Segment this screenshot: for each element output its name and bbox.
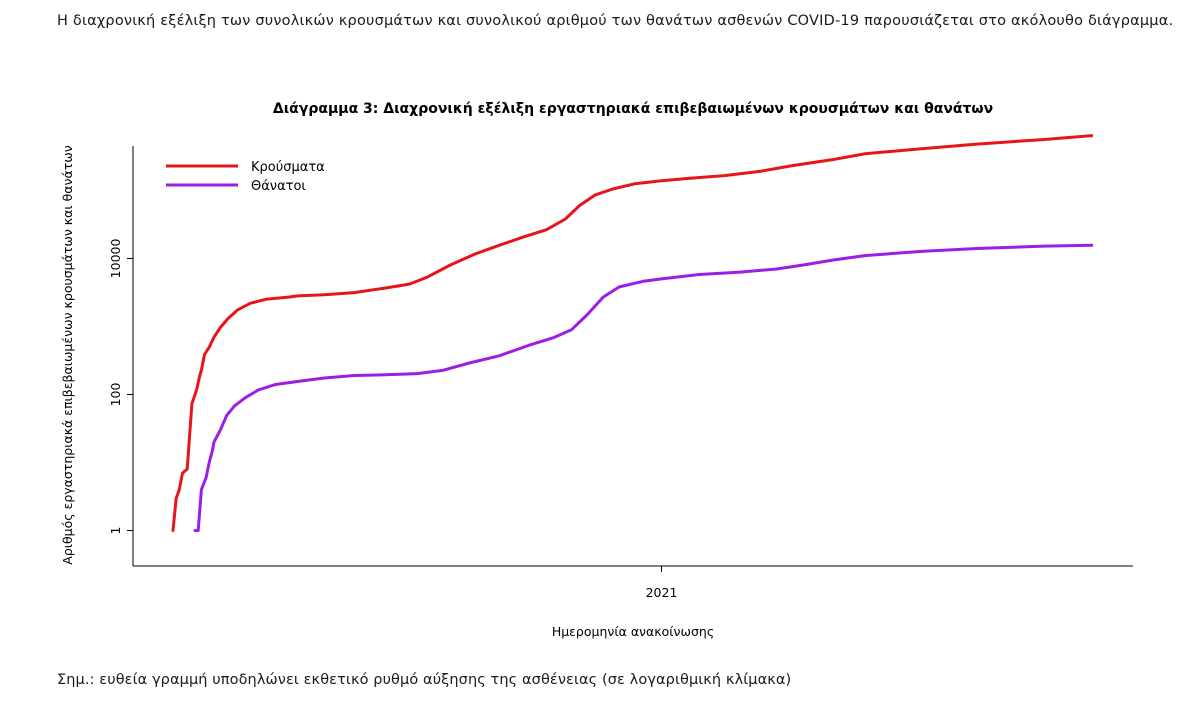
chart-axes — [132, 146, 1133, 567]
footnote: Σημ.: ευθεία γραμμή υποδηλώνει εκθετικό … — [57, 672, 792, 688]
y-tick-label: 1 — [108, 527, 123, 535]
y-axis-label: Αριθμός εργαστηριακά επιβεβαιωμένων κρου… — [60, 145, 75, 564]
legend-label: Κρούσματα — [251, 160, 325, 175]
series-line-cases — [171, 134, 1094, 532]
chart-title: Διάγραμμα 3: Διαχρονική εξέλιξη εργαστηρ… — [273, 101, 993, 117]
series-line-deaths — [193, 243, 1094, 532]
y-tick-label: 100 — [108, 383, 123, 407]
chart-legend: Κρούσματα Θάνατοι — [166, 160, 325, 194]
x-tick-label: 2021 — [646, 585, 678, 600]
y-tick-label: 10000 — [108, 239, 123, 279]
legend-label: Θάνατοι — [251, 179, 306, 194]
x-axis-label: Ημερομηνία ανακοίνωσης — [552, 624, 714, 639]
intro-paragraph: Η διαχρονική εξέλιξη των συνολικών κρουσ… — [57, 13, 1174, 29]
